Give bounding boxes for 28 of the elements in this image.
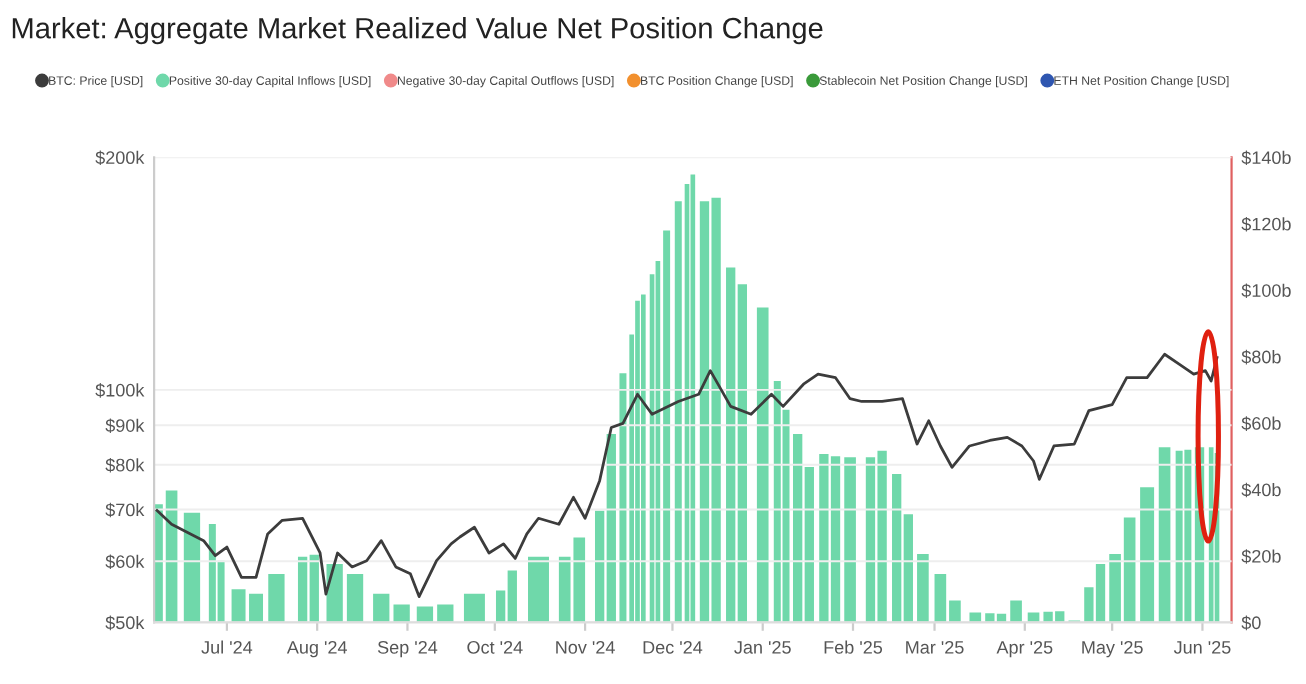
y2-tick-label: $60b [1241,416,1281,431]
y2-tick-label: $80b [1241,349,1281,365]
y2-tick-label: $140b [1241,150,1291,166]
y-tick-label: $200k [95,150,145,166]
x-tick-label: May '25 [1082,640,1143,658]
y-tick-label: $60k [105,554,145,570]
x-tick-label: Mar '25 [906,640,964,654]
x-tick-label: Oct '24 [467,640,523,654]
x-tick-label: Sep '24 [377,640,438,658]
x-tick-label: Dec '24 [643,640,703,654]
y-tick-label: $100k [95,383,145,398]
x-tick-label: Aug '24 [286,640,347,658]
y2-tick-label: $120b [1241,216,1291,232]
x-tick-label: Jun '25 [1173,640,1231,654]
y-tick-label: $50k [105,615,145,631]
y-tick-label: $90k [105,418,145,434]
y-tick-label: $70k [105,502,145,518]
y2-tick-label: $20b [1241,549,1281,564]
y2-tick-label: $0 [1241,615,1261,631]
x-tick-label: Jan '25 [734,640,791,654]
x-tick-label: Apr '25 [996,640,1053,658]
chart-title: Market: Aggregate Market Realized Value Net Position Change [12,17,823,45]
x-tick-label: Feb '25 [824,640,883,654]
y-tick-label: $80k [105,457,145,473]
x-tick-label: Jul '24 [201,640,253,654]
y2-tick-label: $40b [1241,482,1281,498]
y2-tick-label: $100b [1241,283,1291,299]
x-tick-label: Nov '24 [556,640,615,654]
